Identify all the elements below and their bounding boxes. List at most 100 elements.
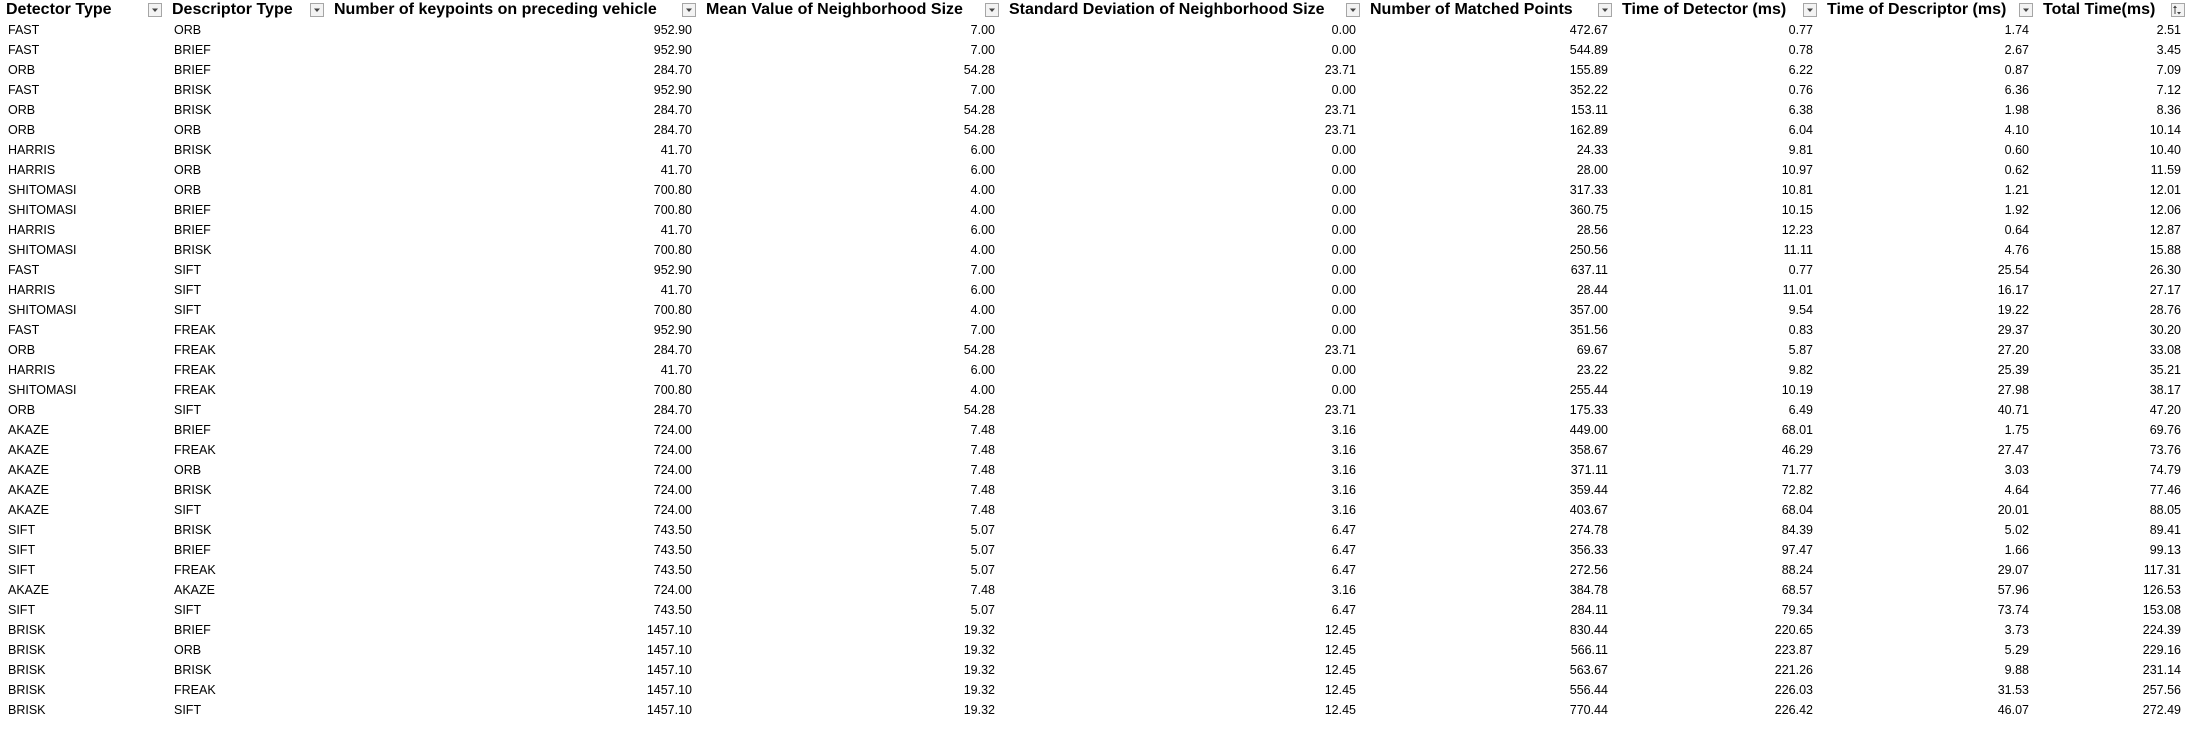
- table-cell[interactable]: SHITOMASI: [8, 303, 77, 317]
- table-cell[interactable]: 952.90: [653, 43, 692, 57]
- table-cell[interactable]: 27.98: [1997, 383, 2029, 397]
- table-cell[interactable]: AKAZE: [8, 583, 49, 597]
- table-cell[interactable]: 1457.10: [646, 683, 692, 697]
- table-cell[interactable]: ORB: [174, 163, 202, 177]
- table-cell[interactable]: 7.00: [970, 263, 995, 277]
- table-cell[interactable]: SIFT: [8, 563, 36, 577]
- table-cell[interactable]: 31.53: [1997, 683, 2029, 697]
- table-cell[interactable]: 952.90: [653, 263, 692, 277]
- table-cell[interactable]: ORB: [8, 103, 36, 117]
- table-cell[interactable]: 743.50: [653, 523, 692, 537]
- table-cell[interactable]: 12.45: [1324, 703, 1356, 717]
- table-cell[interactable]: 952.90: [653, 23, 692, 37]
- table-cell[interactable]: 0.00: [1331, 43, 1356, 57]
- table-cell[interactable]: 351.56: [1569, 323, 1608, 337]
- table-cell[interactable]: FAST: [8, 23, 40, 37]
- table-cell[interactable]: 544.89: [1569, 43, 1608, 57]
- column-header[interactable]: Total Time(ms): [2037, 0, 2189, 20]
- table-cell[interactable]: 9.81: [1788, 143, 1813, 157]
- table-cell[interactable]: 4.10: [2004, 123, 2029, 137]
- table-cell[interactable]: 7.48: [970, 503, 995, 517]
- table-cell[interactable]: 29.37: [1997, 323, 2029, 337]
- table-cell[interactable]: 88.24: [1781, 563, 1813, 577]
- table-cell[interactable]: 41.70: [660, 143, 692, 157]
- table-cell[interactable]: 68.04: [1781, 503, 1813, 517]
- table-cell[interactable]: 35.21: [2149, 363, 2181, 377]
- table-cell[interactable]: 1457.10: [646, 663, 692, 677]
- table-cell[interactable]: 4.00: [970, 303, 995, 317]
- table-cell[interactable]: BRIEF: [174, 43, 211, 57]
- table-cell[interactable]: 175.33: [1569, 403, 1608, 417]
- table-cell[interactable]: BRIEF: [174, 543, 211, 557]
- table-cell[interactable]: 5.07: [970, 563, 995, 577]
- table-cell[interactable]: BRISK: [174, 103, 212, 117]
- table-cell[interactable]: 0.78: [1788, 43, 1813, 57]
- table-cell[interactable]: 12.01: [2149, 183, 2181, 197]
- table-cell[interactable]: 6.00: [970, 163, 995, 177]
- filter-dropdown-icon[interactable]: [985, 3, 999, 17]
- table-cell[interactable]: 0.00: [1331, 283, 1356, 297]
- table-cell[interactable]: 0.76: [1788, 83, 1813, 97]
- table-cell[interactable]: 24.33: [1576, 143, 1608, 157]
- table-cell[interactable]: 54.28: [963, 63, 995, 77]
- table-cell[interactable]: 472.67: [1569, 23, 1608, 37]
- table-cell[interactable]: FAST: [8, 323, 40, 337]
- table-cell[interactable]: 830.44: [1569, 623, 1608, 637]
- table-cell[interactable]: 2.67: [2004, 43, 2029, 57]
- table-cell[interactable]: 223.87: [1774, 643, 1813, 657]
- table-cell[interactable]: 0.60: [2004, 143, 2029, 157]
- table-cell[interactable]: 226.42: [1774, 703, 1813, 717]
- table-cell[interactable]: 0.87: [2004, 63, 2029, 77]
- table-cell[interactable]: 74.79: [2149, 463, 2181, 477]
- table-cell[interactable]: 7.48: [970, 423, 995, 437]
- table-cell[interactable]: HARRIS: [8, 143, 56, 157]
- table-cell[interactable]: 27.20: [1997, 343, 2029, 357]
- table-cell[interactable]: 3.16: [1331, 423, 1356, 437]
- filter-dropdown-icon[interactable]: [682, 3, 696, 17]
- table-cell[interactable]: FREAK: [174, 563, 216, 577]
- table-cell[interactable]: 6.49: [1788, 403, 1813, 417]
- table-cell[interactable]: 46.29: [1781, 443, 1813, 457]
- table-cell[interactable]: 57.96: [1997, 583, 2029, 597]
- table-cell[interactable]: 0.62: [2004, 163, 2029, 177]
- table-cell[interactable]: 71.77: [1781, 463, 1813, 477]
- table-cell[interactable]: HARRIS: [8, 163, 56, 177]
- table-cell[interactable]: 4.00: [970, 183, 995, 197]
- table-cell[interactable]: 6.36: [2004, 83, 2029, 97]
- table-cell[interactable]: 97.47: [1781, 543, 1813, 557]
- table-cell[interactable]: 12.45: [1324, 683, 1356, 697]
- table-cell[interactable]: BRISK: [8, 643, 46, 657]
- table-cell[interactable]: 6.47: [1331, 603, 1356, 617]
- table-cell[interactable]: 317.33: [1569, 183, 1608, 197]
- table-cell[interactable]: 79.34: [1781, 603, 1813, 617]
- table-cell[interactable]: 40.71: [1997, 403, 2029, 417]
- table-cell[interactable]: BRIEF: [174, 63, 211, 77]
- table-cell[interactable]: 19.22: [1997, 303, 2029, 317]
- table-cell[interactable]: 11.01: [1782, 283, 1813, 297]
- table-cell[interactable]: 0.00: [1331, 303, 1356, 317]
- column-header[interactable]: Time of Descriptor (ms): [1821, 0, 2037, 20]
- table-cell[interactable]: 257.56: [2142, 683, 2181, 697]
- table-cell[interactable]: 69.76: [2149, 423, 2181, 437]
- table-cell[interactable]: SIFT: [174, 603, 202, 617]
- table-cell[interactable]: 0.00: [1331, 323, 1356, 337]
- table-cell[interactable]: 73.76: [2149, 443, 2181, 457]
- table-cell[interactable]: AKAZE: [174, 583, 215, 597]
- table-cell[interactable]: 153.08: [2142, 603, 2181, 617]
- table-cell[interactable]: ORB: [174, 643, 202, 657]
- table-cell[interactable]: SIFT: [174, 403, 202, 417]
- table-cell[interactable]: 274.78: [1569, 523, 1608, 537]
- table-cell[interactable]: 0.00: [1331, 163, 1356, 177]
- table-cell[interactable]: ORB: [174, 183, 202, 197]
- table-cell[interactable]: FAST: [8, 83, 40, 97]
- table-cell[interactable]: 700.80: [653, 243, 692, 257]
- table-cell[interactable]: 0.77: [1788, 263, 1813, 277]
- table-cell[interactable]: 743.50: [653, 603, 692, 617]
- table-cell[interactable]: 28.56: [1576, 223, 1608, 237]
- table-cell[interactable]: SIFT: [174, 703, 202, 717]
- table-cell[interactable]: 6.04: [1788, 123, 1813, 137]
- table-cell[interactable]: 2.51: [2156, 23, 2181, 37]
- table-cell[interactable]: 10.14: [2149, 123, 2181, 137]
- table-cell[interactable]: 0.00: [1331, 263, 1356, 277]
- table-cell[interactable]: 556.44: [1569, 683, 1608, 697]
